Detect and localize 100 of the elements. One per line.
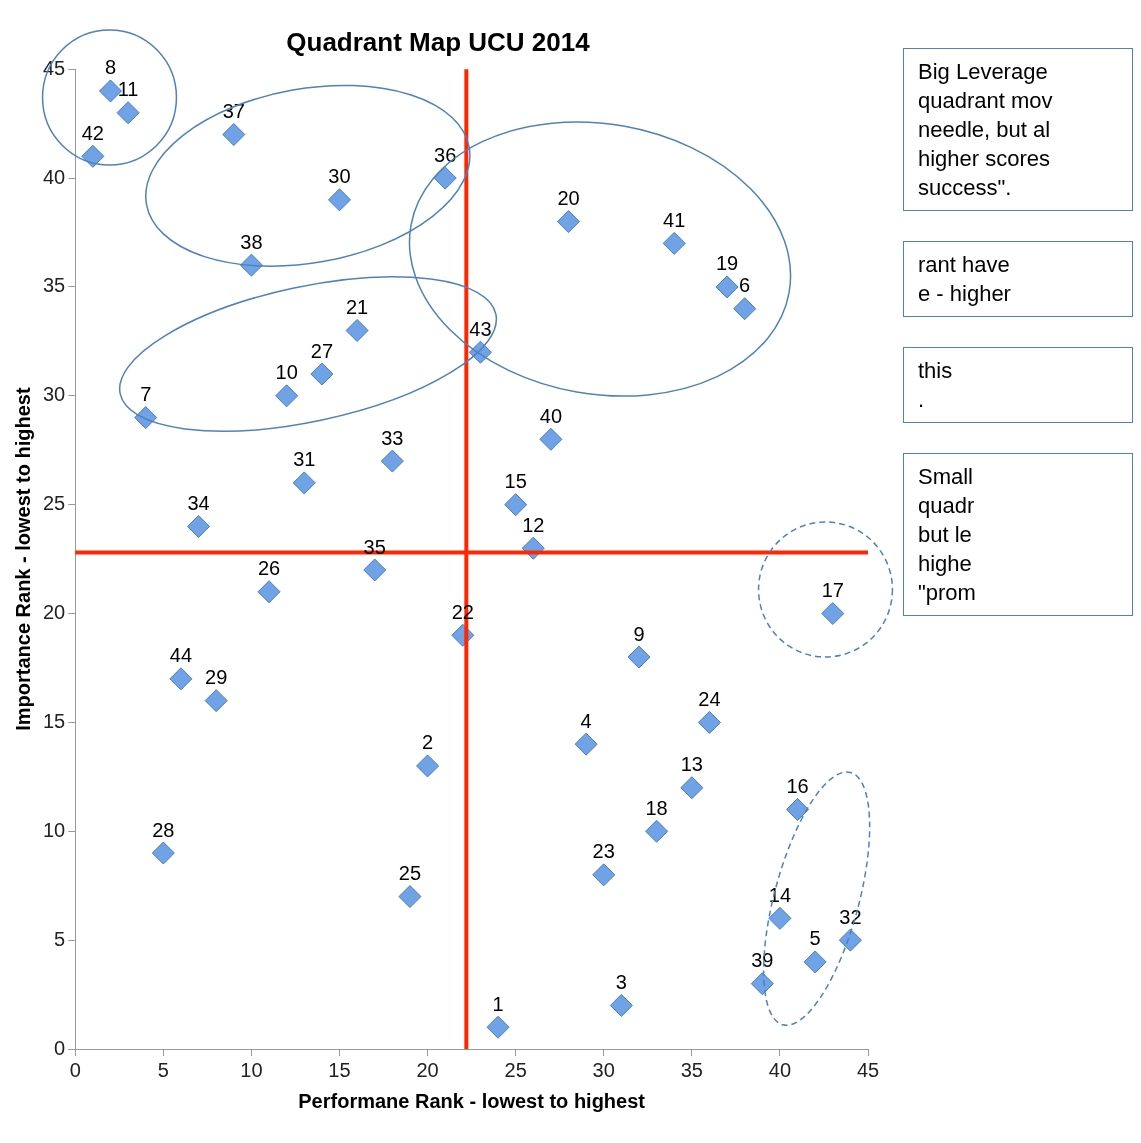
point <box>750 972 774 996</box>
annotation: 20 <box>557 187 580 210</box>
y-tick-label: 0 <box>54 1036 66 1059</box>
annotation: 9 <box>633 622 645 645</box>
x-tick-label: 20 <box>416 1058 439 1081</box>
x-tick-label: 40 <box>768 1058 792 1081</box>
x-tick-label: 30 <box>592 1058 615 1081</box>
point <box>574 732 598 756</box>
point <box>222 123 246 147</box>
y-axis-title: Importance Rank - lowest to highest <box>11 387 34 731</box>
point <box>204 689 228 713</box>
annotation: 4 <box>580 709 592 732</box>
annotation: 11 <box>117 78 139 101</box>
annotation: 44 <box>169 644 193 667</box>
annotation: 34 <box>187 491 210 514</box>
x-tick-label: 0 <box>69 1058 81 1081</box>
point <box>169 667 193 691</box>
point <box>803 950 827 974</box>
x-tick-label: 25 <box>504 1058 527 1081</box>
y-tick-label: 30 <box>43 383 66 406</box>
annotation: 21 <box>345 296 369 318</box>
annotation: 42 <box>81 121 104 144</box>
point <box>645 819 669 843</box>
y-tick-label: 10 <box>43 818 66 841</box>
point <box>821 602 845 626</box>
annotation: 31 <box>293 448 316 471</box>
y-tick-label: 40 <box>43 165 66 188</box>
annotation: 23 <box>592 840 615 863</box>
point <box>380 449 404 473</box>
annotation: 41 <box>663 208 686 231</box>
point <box>504 493 528 517</box>
annotation: 27 <box>310 339 334 362</box>
x-tick-label: 10 <box>240 1058 263 1081</box>
point <box>786 797 810 821</box>
text: Big Leverage quadrant mov needle, but al higher scores success". <box>903 48 1133 211</box>
annotation: 29 <box>205 666 228 689</box>
annotation: 28 <box>152 818 175 841</box>
annotation: 32 <box>839 905 862 928</box>
point <box>627 645 651 669</box>
point <box>81 144 105 168</box>
text: this . <box>903 347 1133 423</box>
annotation: 8 <box>104 56 117 79</box>
x-tick-label: 5 <box>157 1058 169 1081</box>
point <box>275 384 299 408</box>
point <box>310 362 334 386</box>
annotation: 10 <box>275 361 298 384</box>
text: Small quadr but le highe "prom <box>903 453 1133 616</box>
point <box>557 210 581 234</box>
y-tick-label: 35 <box>43 274 66 297</box>
point <box>486 1015 510 1039</box>
point <box>416 754 440 778</box>
annotation: 7 <box>140 383 152 406</box>
point <box>539 427 563 451</box>
annotation: 17 <box>821 579 844 602</box>
annotation: 37 <box>222 100 245 123</box>
y-tick-label: 20 <box>43 601 66 624</box>
annotation: 39 <box>751 949 774 972</box>
annotation: 18 <box>645 796 668 819</box>
x-tick-label: 35 <box>680 1058 703 1081</box>
point <box>768 906 792 930</box>
annotation: 36 <box>434 143 457 166</box>
point <box>838 928 862 952</box>
annotation: 15 <box>504 470 527 493</box>
point <box>363 558 387 582</box>
annotation: 6 <box>739 274 751 297</box>
annotation: 30 <box>328 165 351 188</box>
annotation: 43 <box>469 317 492 340</box>
annotation: 19 <box>715 252 739 275</box>
point <box>592 863 616 887</box>
annotation: 12 <box>522 513 545 536</box>
annotation: 40 <box>539 404 563 427</box>
point <box>609 993 633 1017</box>
annotation: 38 <box>240 230 263 253</box>
y-tick-label: 5 <box>54 927 66 950</box>
annotation: 13 <box>680 753 703 776</box>
annotation: 16 <box>786 775 809 798</box>
point <box>116 101 140 125</box>
point <box>433 166 457 190</box>
annotation: 3 <box>615 970 627 993</box>
point <box>292 471 316 495</box>
point <box>151 841 175 865</box>
point <box>697 710 721 734</box>
annotation: 25 <box>398 862 422 885</box>
text: rant have e - higher <box>903 241 1133 317</box>
annotation: 1 <box>492 992 504 1015</box>
point <box>187 514 211 538</box>
y-tick-label: 15 <box>43 709 66 732</box>
annotation: 26 <box>257 557 281 580</box>
point <box>715 275 739 299</box>
x-tick-label: 45 <box>856 1058 880 1081</box>
point <box>328 188 351 212</box>
x-tick-label: 15 <box>328 1058 351 1081</box>
x-axis-title: Performane Rank - lowest to highest <box>298 1089 646 1112</box>
point <box>662 231 686 255</box>
point <box>680 776 704 800</box>
annotation: 2 <box>422 731 434 754</box>
point <box>733 297 757 321</box>
annotation: 14 <box>768 883 792 906</box>
chart-title: Quadrant Map UCU 2014 <box>286 26 591 57</box>
y-tick-label: 25 <box>43 492 66 515</box>
